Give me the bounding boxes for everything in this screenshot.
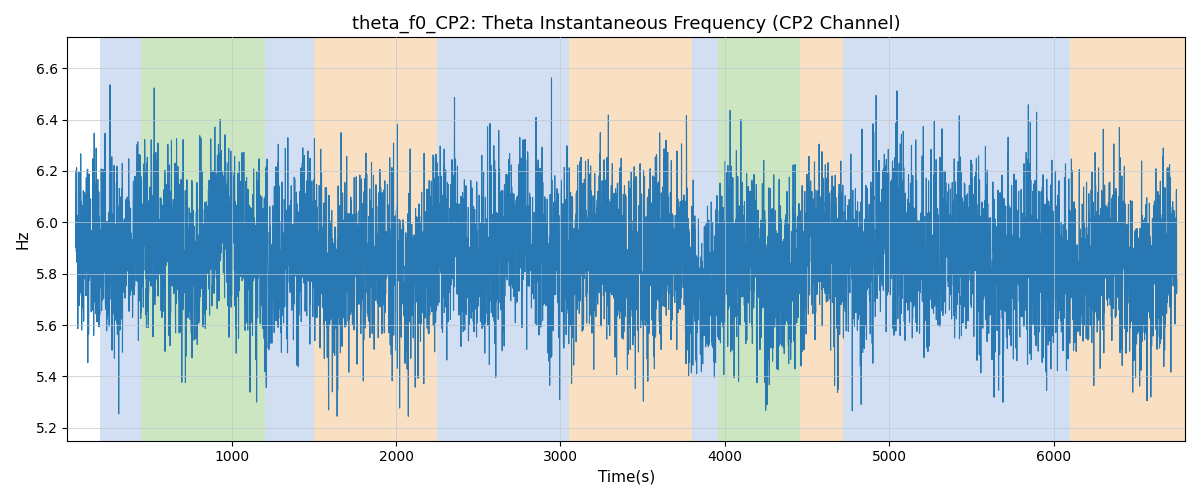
Bar: [142, 38, 265, 440]
Bar: [569, 38, 692, 440]
Bar: [265, 38, 314, 440]
Bar: [719, 38, 800, 440]
Bar: [1070, 38, 1184, 440]
Bar: [437, 38, 569, 440]
Bar: [692, 38, 719, 440]
Title: theta_f0_CP2: Theta Instantaneous Frequency (CP2 Channel): theta_f0_CP2: Theta Instantaneous Freque…: [352, 15, 900, 34]
X-axis label: Time(s): Time(s): [598, 470, 655, 485]
Bar: [844, 38, 1070, 440]
Bar: [314, 38, 437, 440]
Bar: [800, 38, 844, 440]
Y-axis label: Hz: Hz: [16, 230, 30, 249]
Bar: [101, 38, 142, 440]
